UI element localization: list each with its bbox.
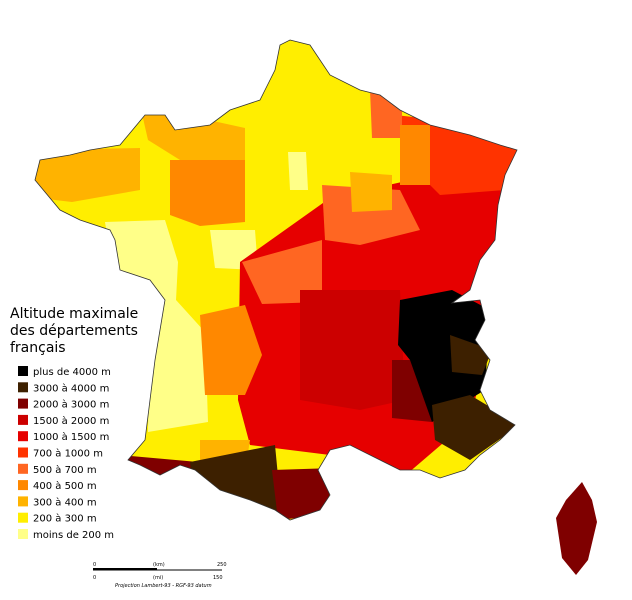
region [350, 172, 392, 212]
scale-label: 0 [93, 575, 96, 581]
legend-swatch [18, 463, 28, 474]
region [322, 185, 420, 245]
legend-swatch [18, 431, 28, 442]
legend-swatch [18, 480, 28, 491]
legend-label: 700 à 1000 m [33, 448, 103, 460]
legend-label: 500 à 700 m [33, 464, 97, 476]
region [272, 468, 335, 520]
region [450, 335, 492, 375]
legend-swatch [18, 512, 28, 523]
legend-swatch [18, 366, 28, 376]
region [242, 240, 322, 304]
legend-label: 2000 à 3000 m [33, 399, 109, 411]
legend-swatch [18, 414, 28, 425]
legend-swatch [18, 382, 28, 393]
projection: Projection Lambert-93 - RGF-93 datum [115, 583, 212, 589]
scale-label: (km) [153, 562, 165, 568]
legend: plus de 4000 m 3000 à 4000 m 2000 à 3000 m… [18, 366, 114, 541]
scale-bar: 0 (km) 250 0 (mi) 150 Projection Lambert… [93, 562, 227, 589]
title-line: français [10, 340, 66, 356]
corsica [556, 482, 597, 575]
legend-label: moins de 200 m [33, 530, 114, 541]
legend-swatch [18, 529, 28, 539]
title-line: Altitude maximale [10, 306, 138, 322]
legend-label: 300 à 400 m [33, 496, 97, 508]
title-line: des départements [10, 323, 138, 339]
scale-segment [93, 568, 157, 570]
region [432, 395, 517, 460]
scale-label: 150 [213, 575, 223, 581]
scale-label: 0 [93, 562, 96, 568]
region [120, 455, 198, 505]
legend-swatch [18, 398, 28, 409]
region [400, 125, 430, 185]
region [200, 305, 262, 395]
legend-label: 1000 à 1500 m [33, 431, 109, 443]
legend-swatch [18, 496, 28, 507]
legend-label: plus de 4000 m [33, 367, 111, 378]
region [398, 290, 490, 422]
region [288, 152, 308, 190]
region [370, 90, 402, 138]
legend-label: 3000 à 4000 m [33, 382, 109, 394]
region [140, 105, 245, 162]
border [34, 39, 518, 521]
region [170, 160, 245, 226]
scale-label: (mi) [153, 575, 163, 581]
legend-swatch [18, 447, 28, 458]
legend-label: 200 à 300 m [33, 513, 97, 525]
region [35, 148, 140, 202]
legend-label: 400 à 500 m [33, 480, 97, 492]
scale-label: 250 [217, 562, 227, 568]
legend-label: 1500 à 2000 m [33, 415, 109, 427]
region [300, 290, 405, 410]
